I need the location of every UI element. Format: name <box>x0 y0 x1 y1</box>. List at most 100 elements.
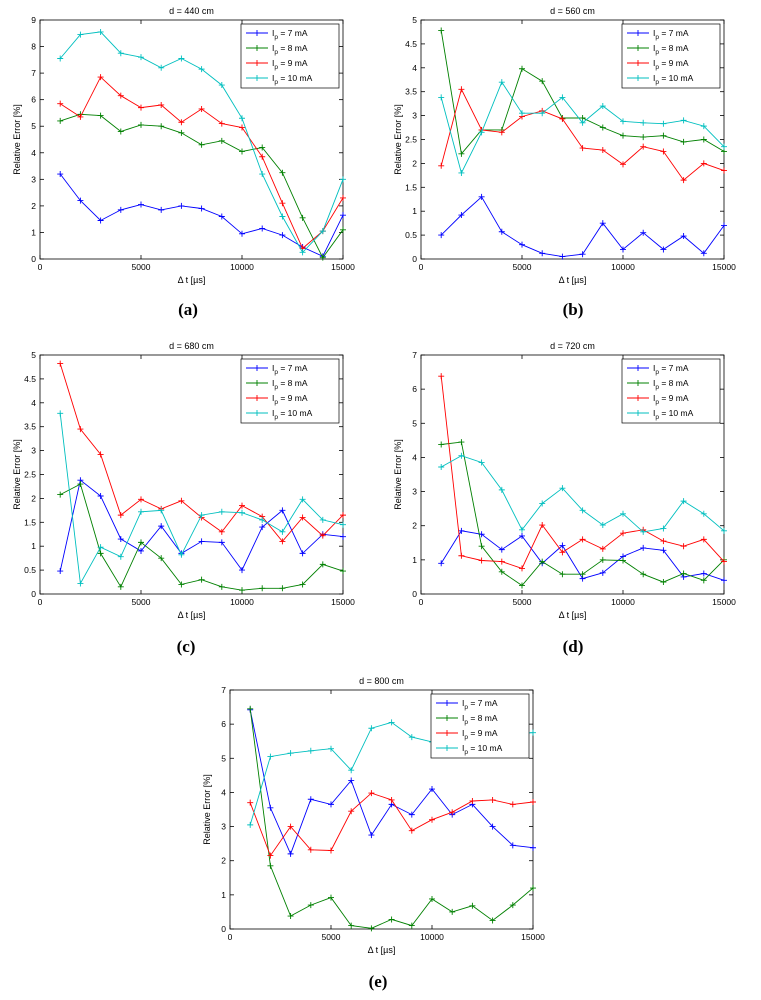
data-point-marker <box>299 496 306 503</box>
y-tick-label: 2.5 <box>24 470 36 480</box>
data-point-marker <box>279 169 286 176</box>
data-point-marker <box>279 507 286 514</box>
data-point-marker <box>57 171 64 178</box>
data-point-marker <box>259 225 266 232</box>
data-point-marker <box>348 767 355 774</box>
legend-entry: Ip = 7 mA <box>246 28 308 41</box>
data-point-marker <box>279 232 286 239</box>
data-point-marker <box>438 441 445 448</box>
series-line <box>440 88 725 181</box>
y-tick-label: 4 <box>31 398 36 408</box>
legend-label: Ip = 10 mA <box>272 73 313 86</box>
data-point-marker <box>319 532 326 539</box>
x-tick-label: 0 <box>38 597 43 607</box>
data-point-marker <box>97 451 104 458</box>
data-point-marker <box>449 908 456 915</box>
data-point-marker <box>267 852 274 859</box>
data-point-marker <box>559 115 566 122</box>
legend-marker <box>254 75 260 81</box>
legend-marker <box>635 380 641 386</box>
data-point-marker <box>680 570 687 577</box>
panel-caption: (b) <box>562 300 584 319</box>
legend-entry: Ip = 10 mA <box>246 408 313 421</box>
data-point-marker <box>218 137 225 144</box>
series-0 <box>438 193 727 260</box>
data-point-marker <box>559 549 566 556</box>
data-point-marker <box>267 862 274 869</box>
data-point-marker <box>700 250 707 257</box>
data-point-marker <box>138 121 144 128</box>
data-point-marker <box>721 167 727 174</box>
legend-marker <box>254 380 260 386</box>
panel-caption: (d) <box>562 637 584 656</box>
data-point-marker <box>478 557 485 564</box>
data-point-marker <box>680 543 687 550</box>
data-point-marker <box>509 842 516 849</box>
legend-label: Ip = 7 mA <box>653 28 689 41</box>
series-2 <box>57 74 346 252</box>
data-point-marker <box>478 129 485 136</box>
data-point-marker <box>178 119 185 126</box>
series-line <box>59 413 344 585</box>
data-point-marker <box>279 585 286 592</box>
data-point-marker <box>478 543 485 550</box>
legend-label: Ip = 8 mA <box>462 713 498 726</box>
panel-caption: (c) <box>176 637 196 656</box>
series-line <box>441 441 725 587</box>
chart-title: d = 440 cm <box>169 6 214 16</box>
data-point-marker <box>77 113 84 120</box>
legend-entry: Ip = 9 mA <box>246 58 308 71</box>
data-point-marker <box>680 117 687 124</box>
data-point-marker <box>660 132 667 139</box>
y-tick-label: 5 <box>412 15 417 25</box>
y-tick-label: 5 <box>412 418 417 428</box>
legend-label: Ip = 7 mA <box>272 363 308 376</box>
data-point-marker <box>57 360 64 367</box>
legend-entry: Ip = 7 mA <box>627 363 689 376</box>
data-point-marker <box>319 228 326 235</box>
y-tick-label: 6 <box>31 95 36 105</box>
plot-frame <box>420 354 725 595</box>
panel-caption: (a) <box>178 300 198 319</box>
data-point-marker <box>340 194 346 201</box>
data-point-marker <box>77 580 84 587</box>
y-tick-label: 4 <box>31 148 36 158</box>
series-3 <box>438 79 727 176</box>
legend-entry: Ip = 10 mA <box>246 73 313 86</box>
legend-marker <box>635 395 641 401</box>
chart-title: d = 720 cm <box>550 341 595 351</box>
data-point-marker <box>299 214 306 221</box>
data-point-marker <box>721 558 727 565</box>
series-2 <box>57 360 346 545</box>
data-point-marker <box>328 801 334 808</box>
series-line <box>59 76 344 250</box>
data-point-marker <box>198 141 205 148</box>
y-tick-label: 5 <box>221 753 226 763</box>
data-point-marker <box>138 54 144 61</box>
series-0 <box>57 171 346 260</box>
data-point-marker <box>721 222 727 229</box>
data-point-marker <box>640 571 647 578</box>
data-point-marker <box>680 177 687 184</box>
data-point-marker <box>117 583 124 590</box>
legend-marker <box>444 715 450 721</box>
data-point-marker <box>299 514 306 521</box>
y-tick-label: 3.5 <box>405 87 417 97</box>
data-point-marker <box>117 92 124 99</box>
legend-marker <box>444 745 450 751</box>
data-point-marker <box>530 885 536 892</box>
series-2 <box>438 86 727 184</box>
data-point-marker <box>599 147 606 154</box>
data-point-marker <box>259 153 266 160</box>
data-point-marker <box>700 510 707 517</box>
legend-entry: Ip = 8 mA <box>627 378 689 391</box>
data-point-marker <box>218 528 225 535</box>
data-point-marker <box>438 560 445 567</box>
legend-label: Ip = 9 mA <box>653 393 689 406</box>
data-point-marker <box>138 104 144 111</box>
data-point-marker <box>267 753 274 760</box>
y-tick-label: 0 <box>31 589 36 599</box>
data-point-marker <box>77 197 84 204</box>
data-point-marker <box>438 162 445 169</box>
data-point-marker <box>97 550 104 557</box>
